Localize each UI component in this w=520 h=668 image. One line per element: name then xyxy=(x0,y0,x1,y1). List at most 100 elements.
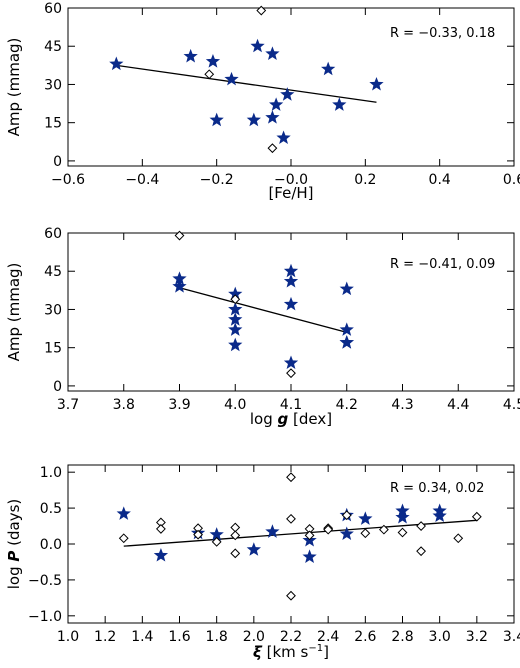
diamond-point xyxy=(397,527,408,538)
diamond-point xyxy=(379,524,389,535)
x-tick-label: 0.6 xyxy=(503,172,520,188)
x-tick-label: 2.6 xyxy=(354,629,376,645)
star-point xyxy=(276,130,291,145)
star-point xyxy=(432,508,447,523)
x-tick-label: 3.4 xyxy=(503,629,520,645)
panel-2-marks xyxy=(172,230,354,379)
x-tick-label: 2.2 xyxy=(280,629,302,645)
panel-3-xlabel-sup: −1 xyxy=(308,643,323,654)
x-tick-label: 3.9 xyxy=(168,397,190,413)
star-point xyxy=(183,48,198,63)
x-tick-label: 2.0 xyxy=(243,629,265,645)
diamond-point xyxy=(193,529,203,540)
x-tick-label: 1.2 xyxy=(94,629,116,645)
panel-1-ticks: −0.6 −0.4 −0.2 −0.0 0.2 0.4 0.6 0 15 30 45 60 xyxy=(44,1,520,188)
star-point xyxy=(228,322,243,336)
star-point xyxy=(321,61,336,76)
y-tick-label: 30 xyxy=(44,302,62,318)
panel-feh-amp: −0.6 −0.4 −0.2 −0.0 0.2 0.4 0.6 0 15 30 45 60 R = −… xyxy=(5,1,520,202)
y-tick-label: 60 xyxy=(44,226,62,242)
star-point xyxy=(228,337,243,352)
star-point xyxy=(172,279,187,293)
panel-2-correlation: R = −0.41, 0.09 xyxy=(390,257,495,272)
x-tick-label: 4.3 xyxy=(391,397,413,413)
panel-2-ylabel: Amp (mmag) xyxy=(5,263,23,362)
y-tick-label: 0.0 xyxy=(40,537,62,553)
diamond-point xyxy=(230,548,241,559)
star-point xyxy=(265,524,280,538)
diamond-point xyxy=(416,546,426,557)
y-tick-label: 15 xyxy=(44,341,62,357)
x-tick-label: 4.0 xyxy=(224,397,246,413)
panel-2-xlabel: log g [dex] xyxy=(250,410,332,428)
star-point xyxy=(265,110,280,124)
star-point xyxy=(283,273,299,288)
star-point xyxy=(250,38,265,53)
panel-3-ylabel-var: P xyxy=(5,551,23,562)
star-point xyxy=(339,526,354,541)
panel-1-marks xyxy=(109,5,384,154)
x-tick-label: −0.0 xyxy=(274,172,308,188)
y-tick-label: 15 xyxy=(44,116,62,132)
panel-2-xlabel-var: g xyxy=(278,410,289,428)
diamond-point xyxy=(230,294,241,305)
star-point xyxy=(332,97,347,111)
star-point xyxy=(283,296,299,311)
panel-1-xlabel: [Fe/H] xyxy=(268,184,313,202)
panel-2-ticks: 3.7 3.8 3.9 4.0 4.1 4.2 4.3 4.4 4.5 0 15 30 45 60 xyxy=(44,226,520,413)
panel-3-xlabel-end: ] xyxy=(323,643,329,661)
y-tick-label: 30 xyxy=(44,77,62,93)
star-point xyxy=(369,76,384,91)
panel-3-xlabel: ξ [km s−1] xyxy=(253,643,329,661)
y-tick-label: 0 xyxy=(53,154,62,170)
x-tick-label: 4.4 xyxy=(447,397,469,413)
x-tick-label: 3.8 xyxy=(113,397,135,413)
star-point xyxy=(265,46,280,60)
y-tick-label: 0 xyxy=(53,379,62,395)
y-tick-label: 60 xyxy=(44,1,62,17)
star-point xyxy=(302,549,317,563)
star-point xyxy=(283,355,299,370)
x-tick-label: 4.5 xyxy=(503,397,520,413)
star-point xyxy=(224,71,239,86)
y-tick-label: 0.5 xyxy=(40,501,62,517)
diamond-point xyxy=(204,69,215,80)
diamond-point xyxy=(286,472,296,483)
star-point xyxy=(395,509,410,524)
panel-xi-logp: 1.0 1.2 1.4 1.6 1.8 2.0 2.2 2.4 2.6 2.8 3.0 3.2 3.4 −… xyxy=(5,464,520,661)
x-tick-label: −0.6 xyxy=(51,172,85,188)
diamond-point xyxy=(286,513,296,524)
x-tick-label: −0.2 xyxy=(200,172,234,188)
star-point xyxy=(228,286,243,301)
y-tick-label: 45 xyxy=(44,264,62,280)
panel-3-xlabel-var: ξ xyxy=(253,643,263,661)
fit-line xyxy=(179,287,347,334)
x-tick-label: 3.0 xyxy=(429,629,451,645)
diamond-point xyxy=(174,230,185,241)
star-point xyxy=(246,112,261,127)
x-tick-label: −0.4 xyxy=(125,172,159,188)
star-point xyxy=(172,271,187,285)
fit-line xyxy=(116,64,377,103)
star-point xyxy=(358,511,373,525)
diamond-point xyxy=(304,530,315,541)
diamond-point xyxy=(286,368,296,379)
x-tick-label: 0.4 xyxy=(429,172,451,188)
star-point xyxy=(209,112,224,127)
panel-2-xlabel-suffix: [dex] xyxy=(288,410,332,428)
star-point xyxy=(209,527,224,541)
star-point xyxy=(153,547,169,562)
y-tick-label: −0.5 xyxy=(28,573,62,589)
x-tick-label: 0.2 xyxy=(354,172,376,188)
star-point xyxy=(116,506,131,520)
y-tick-label: 1.0 xyxy=(40,465,62,481)
diamond-point xyxy=(256,5,267,16)
x-tick-label: 2.8 xyxy=(391,629,413,645)
diamond-point xyxy=(230,522,241,533)
star-point xyxy=(339,322,354,336)
x-tick-label: 1.0 xyxy=(57,629,79,645)
panel-3-xlabel-suffix: [km s xyxy=(262,643,309,661)
panel-2-xlabel-prefix: log xyxy=(250,410,278,428)
star-point xyxy=(339,335,354,349)
